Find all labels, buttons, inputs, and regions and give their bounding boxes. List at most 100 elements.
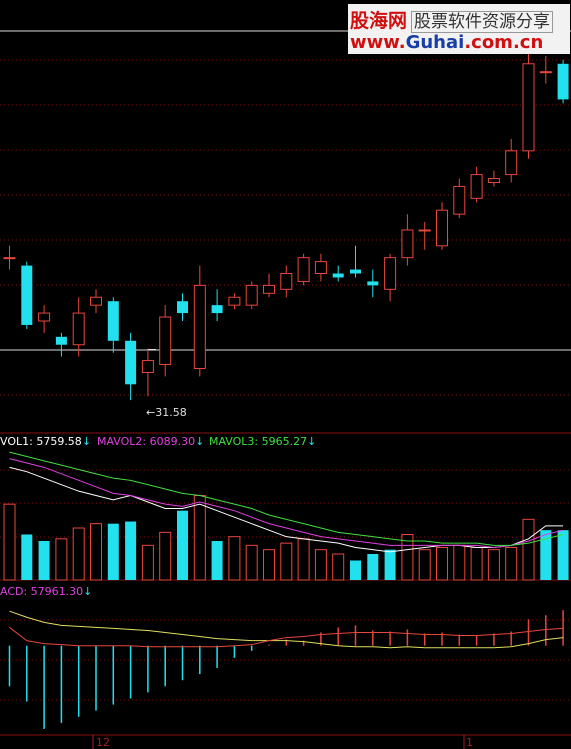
candlestick (487, 170, 500, 187)
candlestick (159, 305, 172, 377)
candlestick (557, 59, 569, 104)
candle-body (522, 63, 535, 152)
candlestick (539, 55, 552, 84)
candle-body (72, 312, 85, 346)
watermark-url-name: Guhai (405, 32, 465, 53)
candle-body (280, 273, 293, 290)
candle-body (245, 284, 258, 306)
watermark-url-suffix: .com.cn (464, 32, 544, 53)
candle-body (263, 284, 275, 294)
volume-panel (3, 451, 569, 581)
watermark-tagline: 股票软件资源分享 (411, 11, 554, 33)
volume-bar (228, 536, 241, 581)
candlestick (228, 293, 241, 310)
volume-bar (332, 553, 345, 581)
volume-bar (280, 542, 293, 581)
candlestick (141, 348, 154, 397)
candle-body (177, 301, 188, 314)
volume-bar (505, 547, 518, 581)
mavol2-value: MAVOL2: 6089.30 (97, 435, 196, 448)
volume-bar (159, 531, 172, 581)
candle-body (487, 178, 500, 183)
candle-body (367, 281, 379, 286)
volume-bar (177, 510, 188, 580)
volume-bar (384, 549, 396, 580)
volume-bar (107, 523, 119, 580)
candlestick (505, 138, 518, 183)
acd-label: ACD: 57961.30↓ (0, 585, 92, 598)
candlestick (177, 293, 188, 321)
candlestick (350, 245, 361, 278)
time-axis-ticks (92, 735, 465, 749)
gridlines (0, 59, 571, 701)
candle-body (38, 312, 51, 322)
mavol1-label: VOL1: 5759.58↓ (0, 435, 91, 448)
acd-line-yellow (9, 610, 564, 649)
mavol2-line (9, 458, 564, 549)
candle-body (90, 296, 102, 306)
mavol1-value: VOL1: 5759.58 (0, 435, 82, 448)
volume-bar (193, 495, 206, 581)
candle-body (332, 273, 344, 278)
candle-body (539, 71, 552, 74)
candle-body (436, 209, 448, 247)
volume-bar (90, 523, 102, 581)
axis-label-1: 1 (466, 736, 473, 749)
volume-bar (314, 549, 327, 581)
volume-bar (245, 544, 258, 581)
volume-bar (297, 538, 310, 581)
candlestick (90, 289, 102, 314)
watermark-url: www.Guhai.com.cn (350, 32, 543, 53)
candlestick (418, 222, 431, 250)
volume-bar (3, 503, 16, 581)
volume-bar (38, 541, 50, 580)
candlestick (263, 273, 275, 298)
candlestick (470, 166, 483, 203)
candlestick (332, 265, 344, 282)
candlestick (38, 305, 51, 333)
candlestick (453, 178, 466, 219)
candle-body (350, 269, 361, 274)
volume-bar (470, 547, 483, 581)
candlestick (522, 44, 535, 159)
mavol3-line (9, 451, 564, 546)
candle-body (3, 257, 16, 260)
candle-body (159, 316, 172, 366)
volume-bar (125, 521, 137, 580)
candle-body (384, 257, 397, 290)
candlestick (72, 297, 85, 357)
candle-body (470, 174, 483, 199)
acd-arrow-icon: ↓ (83, 585, 93, 598)
mavol3-arrow-icon: ↓ (307, 435, 317, 448)
candle-body (21, 265, 33, 325)
candlestick (21, 261, 33, 329)
mavol3-value: MAVOL3: 5965.27 (209, 435, 308, 448)
axis-label-12: 12 (96, 736, 110, 749)
watermark-brand-line: 股海网 股票软件资源分享 (350, 6, 554, 33)
candlestick (297, 253, 310, 286)
mavol1-arrow-icon: ↓ (81, 435, 92, 448)
volume-bar (436, 547, 448, 581)
candle-body (228, 296, 241, 306)
candle-body (314, 261, 327, 275)
candlestick (384, 253, 397, 302)
candle-body (211, 305, 223, 314)
mavol3-label: MAVOL3: 5965.27↓ (209, 435, 316, 448)
volume-bar (487, 549, 500, 581)
volume-bar (211, 541, 223, 580)
volume-bar (557, 530, 569, 580)
candle-body (125, 340, 137, 385)
candlestick (107, 297, 119, 353)
volume-bar (55, 538, 68, 581)
watermark-logo: 股海网 股票软件资源分享 www.Guhai.com.cn (348, 4, 570, 54)
candlestick (401, 214, 414, 266)
candlestick (436, 202, 448, 250)
volume-bar (350, 560, 361, 580)
candlestick (3, 245, 16, 270)
watermark-url-prefix: www. (350, 32, 406, 53)
candlestick (211, 289, 223, 321)
volume-bar (21, 534, 33, 580)
price-panel (3, 44, 569, 401)
acd-value: ACD: 57961.30 (0, 585, 84, 598)
